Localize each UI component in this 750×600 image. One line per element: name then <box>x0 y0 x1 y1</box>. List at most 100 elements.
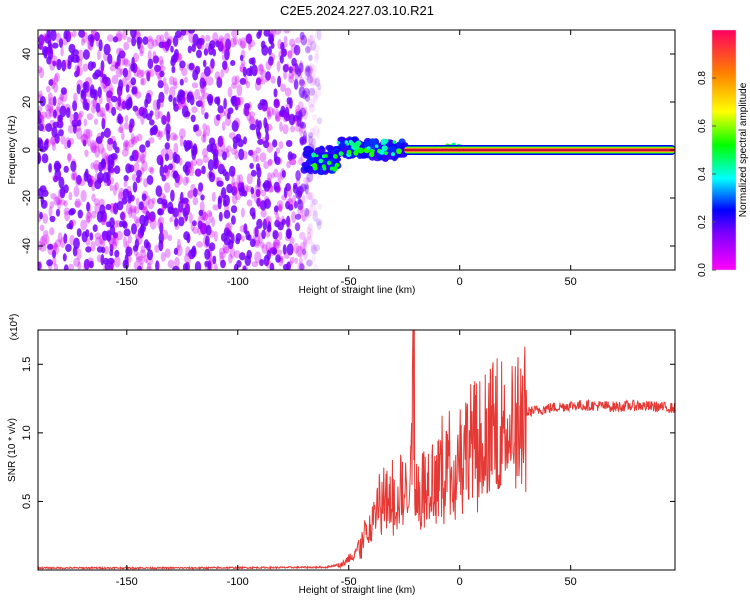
heatmap-cell <box>53 109 57 118</box>
heatmap-cell <box>94 146 101 158</box>
heatmap-cell <box>250 187 255 195</box>
heatmap-cell <box>167 259 175 269</box>
heatmap-cell <box>287 187 293 198</box>
heatmap-cell <box>100 131 105 139</box>
heatmap-cell <box>242 66 247 78</box>
heatmap-cell <box>118 48 124 55</box>
heatmap-cell <box>39 185 47 193</box>
heatmap-cell <box>309 67 314 75</box>
heatmap-cell <box>196 188 203 196</box>
heatmap-cell <box>270 172 275 179</box>
heatmap-cell <box>286 97 291 105</box>
heatmap-cell <box>123 175 129 182</box>
heatmap-cell <box>140 114 145 125</box>
heatmap-cell <box>304 74 312 81</box>
heatmap-cell <box>202 131 207 143</box>
heatmap-cell <box>117 115 124 125</box>
heatmap-cell <box>233 250 241 259</box>
heatmap-cell <box>159 222 164 234</box>
heatmap-cell <box>223 209 231 219</box>
heatmap-cell <box>109 203 116 212</box>
heatmap-cell <box>187 189 195 199</box>
heatmap-cell <box>284 87 292 97</box>
heatmap-cell <box>165 166 171 177</box>
heatmap-cell <box>241 59 246 67</box>
heatmap-cell <box>65 107 71 119</box>
heatmap-cell <box>77 261 81 270</box>
heatmap-cell <box>182 176 189 186</box>
heatmap-cell <box>223 246 230 255</box>
heatmap-cell <box>103 85 110 93</box>
colorbar: 0.0 0.2 0.4 0.6 0.8 Normalized spectral ampl… <box>697 29 749 277</box>
heatmap-cell <box>308 34 315 45</box>
colorbar-gradient <box>711 29 737 271</box>
heatmap-cell <box>208 211 213 224</box>
heatmap-peak <box>334 162 340 168</box>
heatmap-cell <box>223 43 229 53</box>
heatmap-cell <box>288 71 294 80</box>
heatmap-cell <box>106 34 114 42</box>
heatmap-cell <box>91 210 97 219</box>
heatmap-cell <box>76 83 81 95</box>
heatmap-cell <box>43 140 49 151</box>
heatmap-cell <box>78 30 86 38</box>
heatmap-cell <box>314 52 319 64</box>
heatmap-cell <box>38 34 45 46</box>
heatmap-cell <box>266 106 271 119</box>
heatmap-cell <box>269 185 274 193</box>
heatmap-cell <box>272 139 278 148</box>
heatmap-cell <box>256 197 261 207</box>
heatmap-cell <box>282 244 287 255</box>
heatmap-cell <box>192 69 199 81</box>
heatmap-cell <box>39 96 46 107</box>
heatmap-cell <box>144 69 152 76</box>
heatmap-cell <box>338 140 346 149</box>
heatmap-cell <box>237 180 244 189</box>
heatmap-cell <box>239 225 246 233</box>
heatmap-cell <box>101 117 106 130</box>
heatmap-cell <box>49 60 55 71</box>
heatmap-cell <box>143 215 149 227</box>
heatmap-cell <box>50 30 57 41</box>
heatmap-peak <box>338 151 344 157</box>
heatmap-cell <box>114 181 120 191</box>
heatmap-cell <box>196 49 202 59</box>
heatmap-cell <box>217 135 224 148</box>
heatmap-cell <box>133 162 140 174</box>
heatmap-cell <box>43 230 49 237</box>
heatmap-cell <box>39 243 47 252</box>
heatmap-cell <box>112 233 117 246</box>
heatmap-cell <box>60 237 66 248</box>
heatmap-cell <box>242 265 247 270</box>
heatmap-cell <box>185 176 190 184</box>
heatmap-cell <box>119 220 123 228</box>
heatmap-cell <box>60 135 66 145</box>
heatmap-cell <box>65 30 72 43</box>
heatmap-cell <box>202 129 207 138</box>
chart-title: C2E5.2024.227.03.10.R21 <box>280 3 434 18</box>
heatmap-cell <box>126 36 132 43</box>
heatmap-cell <box>285 63 290 72</box>
heatmap-cell <box>86 137 91 147</box>
heatmap-cell <box>308 87 316 96</box>
heatmap-cell <box>315 218 322 226</box>
heatmap-cell <box>149 211 156 223</box>
heatmap-cell <box>123 59 131 67</box>
heatmap-cell <box>267 159 273 167</box>
heatmap-cell <box>68 43 76 54</box>
heatmap-cell <box>69 234 75 246</box>
heatmap-cell <box>125 246 133 257</box>
heatmap-cell <box>310 73 317 86</box>
heatmap-cell <box>58 176 65 189</box>
heatmap-cell <box>145 140 151 148</box>
heatmap-cell <box>302 130 307 141</box>
heatmap-cell <box>212 255 217 265</box>
heatmap-cell <box>115 30 123 42</box>
heatmap-cell <box>309 204 314 213</box>
heatmap-cell <box>217 114 222 122</box>
y-tick-label: 20 <box>21 96 33 108</box>
heatmap-cell <box>267 158 274 166</box>
heatmap-cell <box>187 30 195 34</box>
heatmap-cell <box>100 60 105 72</box>
heatmap-cell <box>220 68 225 78</box>
